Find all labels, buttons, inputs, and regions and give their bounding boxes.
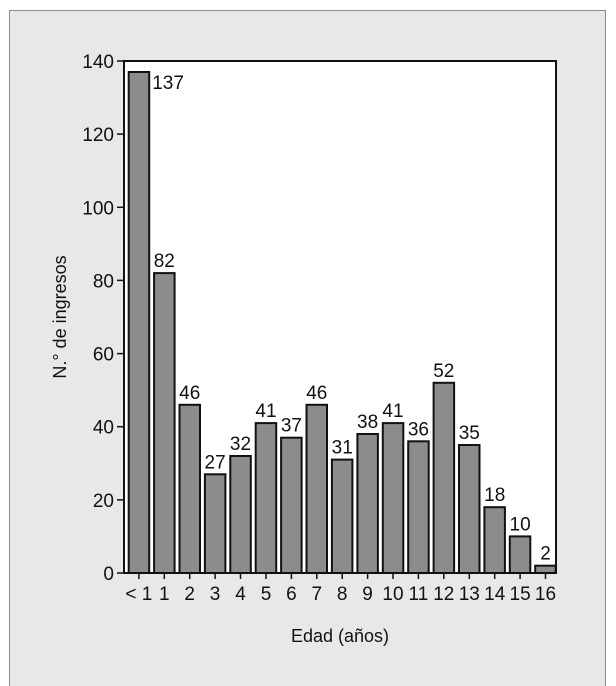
bar bbox=[254, 422, 278, 574]
bar bbox=[203, 473, 227, 574]
x-tick-label: 11 bbox=[409, 584, 429, 605]
bar bbox=[534, 564, 557, 575]
data-label: 137 bbox=[152, 73, 184, 94]
y-tick-label: 100 bbox=[82, 198, 114, 219]
bar bbox=[432, 381, 456, 574]
data-label: 82 bbox=[154, 251, 175, 272]
data-label: 46 bbox=[179, 383, 200, 404]
data-label: 32 bbox=[230, 434, 251, 455]
data-label: 38 bbox=[357, 412, 378, 433]
x-tick-label: 1 bbox=[159, 584, 170, 605]
bar bbox=[356, 433, 379, 574]
data-label: 37 bbox=[281, 416, 302, 437]
y-tick-label: 120 bbox=[82, 125, 114, 146]
x-tick-label: 10 bbox=[382, 584, 403, 605]
bar bbox=[178, 403, 201, 574]
x-tick-label: 4 bbox=[235, 584, 246, 605]
x-tick-label: 6 bbox=[286, 584, 297, 605]
bar bbox=[127, 71, 151, 574]
bar bbox=[280, 436, 303, 575]
y-axis-title: N.° de ingresos bbox=[50, 255, 70, 378]
bar bbox=[458, 444, 481, 574]
data-label: 10 bbox=[510, 514, 531, 535]
y-tick-label: 80 bbox=[93, 271, 114, 292]
bar bbox=[330, 458, 354, 575]
y-axis: 0 20 40 60 80 100 120 140 bbox=[82, 52, 124, 585]
y-tick-label: 40 bbox=[93, 418, 114, 439]
data-label: 36 bbox=[408, 419, 429, 440]
data-label: 2 bbox=[540, 544, 551, 565]
data-label: 27 bbox=[205, 452, 226, 473]
y-tick-label: 60 bbox=[93, 345, 114, 366]
y-tick-label: 20 bbox=[93, 491, 114, 512]
bar bbox=[508, 535, 532, 575]
bar bbox=[153, 272, 176, 574]
data-label: 31 bbox=[332, 438, 353, 459]
x-tick-label: 13 bbox=[459, 584, 480, 605]
x-tick-label: 7 bbox=[312, 584, 323, 605]
x-tick-label: 8 bbox=[337, 584, 348, 605]
data-label: 46 bbox=[306, 383, 327, 404]
data-label: 52 bbox=[433, 361, 454, 382]
x-tick-label: 14 bbox=[484, 584, 506, 605]
x-tick-label: 15 bbox=[510, 584, 531, 605]
data-label: 18 bbox=[484, 485, 505, 506]
data-label: 35 bbox=[459, 423, 480, 444]
x-tick-label: 2 bbox=[184, 584, 195, 605]
x-tick-label: 5 bbox=[261, 584, 272, 605]
x-axis-title: Edad (años) bbox=[291, 626, 389, 646]
data-label: 41 bbox=[382, 401, 403, 422]
bar bbox=[229, 455, 252, 574]
x-tick-label: 3 bbox=[210, 584, 221, 605]
bar bbox=[381, 422, 405, 574]
data-label: 41 bbox=[255, 401, 276, 422]
x-tick-label: 9 bbox=[362, 584, 373, 605]
x-tick-label: 12 bbox=[433, 584, 454, 605]
y-tick-label: 140 bbox=[82, 52, 114, 73]
x-tick-label: 16 bbox=[535, 584, 556, 605]
y-tick-label: 0 bbox=[103, 564, 114, 585]
x-tick-label: < 1 bbox=[125, 584, 152, 605]
x-axis: < 1 1 2 3 4 5 6 7 8 9 10 11 12 13 14 15 16 bbox=[125, 573, 556, 605]
bar bbox=[305, 403, 328, 574]
bar bbox=[407, 440, 430, 574]
bar bbox=[483, 506, 506, 575]
